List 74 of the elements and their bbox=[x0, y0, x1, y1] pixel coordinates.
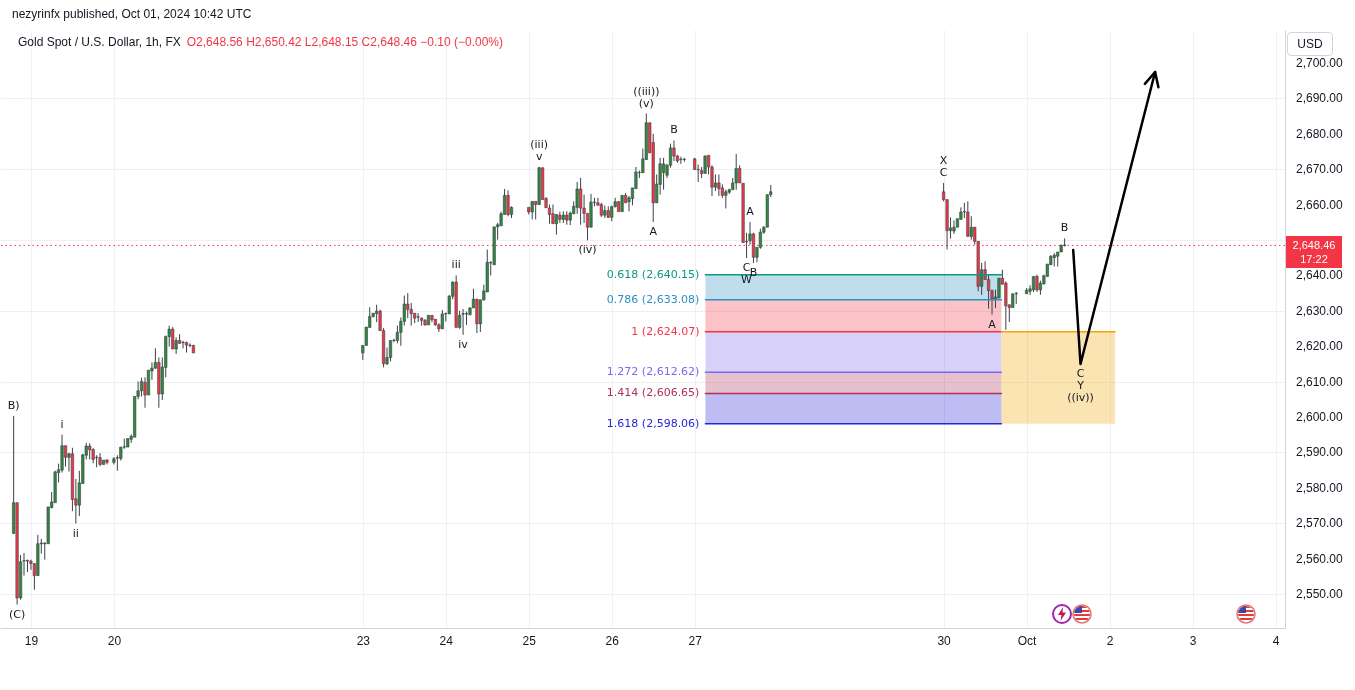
annotation: ((iv)) bbox=[1067, 390, 1094, 404]
annotation: (iii) bbox=[530, 138, 549, 152]
annotation: A bbox=[649, 224, 658, 238]
annotation: B bbox=[670, 123, 678, 137]
annotation: ((iii)) bbox=[633, 84, 660, 98]
y-tick-label: 2,660.00 bbox=[1296, 197, 1344, 212]
y-tick-label: 2,590.00 bbox=[1296, 445, 1344, 460]
annotation: C bbox=[1076, 366, 1085, 380]
y-tick-label: 2,690.00 bbox=[1296, 91, 1344, 106]
candlestick bbox=[703, 154, 707, 174]
x-tick-label: 24 bbox=[439, 633, 454, 648]
candlestick bbox=[440, 309, 444, 330]
annotation: 0.618 (2,640.15) bbox=[606, 267, 700, 281]
annotation: O2,648.56 H2,650.42 L2,648.15 C2,648.46 −0.10 (−0.00%) bbox=[186, 35, 503, 49]
annotation: i bbox=[60, 417, 64, 431]
candlestick bbox=[388, 340, 393, 362]
annotation: C bbox=[939, 165, 948, 179]
candlestick bbox=[579, 177, 583, 226]
x-tick-label: Oct bbox=[1017, 633, 1038, 648]
annotation: (v) bbox=[638, 96, 654, 110]
x-tick-label: 19 bbox=[24, 633, 39, 648]
annotation: C bbox=[742, 261, 751, 275]
candlestick bbox=[1014, 291, 1018, 305]
chart-subtitle: nezyrinfx published, Oct 01, 2024 10:42 UTC bbox=[12, 6, 252, 23]
annotation: ii bbox=[72, 526, 79, 540]
ref-line-label: 2,648.46 bbox=[1291, 238, 1337, 253]
chart-title: Gold Spot / U.S. Dollar, 1h, FX bbox=[18, 35, 181, 49]
candlestick bbox=[171, 326, 175, 350]
annotation: 1.414 (2,606.65) bbox=[606, 386, 700, 400]
annotation: iii bbox=[451, 258, 461, 272]
annotation: Y bbox=[1077, 378, 1084, 392]
y-tick-label: 2,620.00 bbox=[1296, 339, 1344, 354]
annotation: B) bbox=[7, 398, 20, 412]
x-tick-label: 23 bbox=[356, 633, 371, 648]
x-tick-label: 26 bbox=[605, 633, 620, 648]
candlestick bbox=[461, 308, 465, 336]
x-tick-label: 20 bbox=[107, 633, 122, 648]
x-tick-label: 3 bbox=[1189, 633, 1197, 648]
y-tick-label: 2,680.00 bbox=[1296, 126, 1344, 141]
annotation: 0.786 (2,633.08) bbox=[606, 292, 700, 306]
x-tick-label: 25 bbox=[522, 633, 537, 648]
annotation: iv bbox=[458, 337, 469, 351]
candlestick bbox=[63, 445, 68, 468]
currency-button: USD bbox=[1287, 32, 1333, 56]
annotation: B bbox=[1060, 221, 1069, 235]
x-tick-label: 4 bbox=[1272, 633, 1280, 648]
y-tick-label: 2,630.00 bbox=[1296, 303, 1344, 318]
y-tick-label: 2,570.00 bbox=[1296, 516, 1344, 531]
annotation: X bbox=[939, 153, 948, 167]
annotation: 1.618 (2,598.06) bbox=[606, 416, 700, 430]
y-tick-label: 2,640.00 bbox=[1296, 268, 1344, 283]
candlestick bbox=[464, 310, 469, 326]
annotation: 1 (2,624.07) bbox=[631, 324, 700, 338]
y-tick-label: 2,560.00 bbox=[1296, 551, 1344, 566]
y-tick-label: 2,700.00 bbox=[1296, 55, 1344, 70]
y-tick-label: 2,580.00 bbox=[1296, 480, 1344, 495]
y-tick-label: 2,610.00 bbox=[1296, 374, 1344, 389]
annotation: (C) bbox=[8, 607, 26, 621]
annotation: (iv) bbox=[578, 243, 597, 257]
y-tick-label: 2,550.00 bbox=[1296, 587, 1344, 602]
x-tick-label: 30 bbox=[937, 633, 952, 648]
annotation: A bbox=[746, 204, 755, 218]
candlestick bbox=[551, 204, 555, 225]
annotation: A bbox=[988, 317, 997, 331]
annotation: v bbox=[535, 150, 543, 164]
annotation: 1.272 (2,612.62) bbox=[606, 365, 700, 379]
text: 17:22 bbox=[1299, 252, 1329, 267]
candlestick bbox=[969, 215, 973, 241]
y-tick-label: 2,670.00 bbox=[1296, 162, 1344, 177]
x-tick-label: 2 bbox=[1106, 633, 1114, 648]
candlestick bbox=[181, 340, 185, 349]
candlestick bbox=[554, 213, 558, 236]
x-tick-label: 27 bbox=[688, 633, 703, 648]
y-tick-label: 2,600.00 bbox=[1296, 409, 1344, 424]
